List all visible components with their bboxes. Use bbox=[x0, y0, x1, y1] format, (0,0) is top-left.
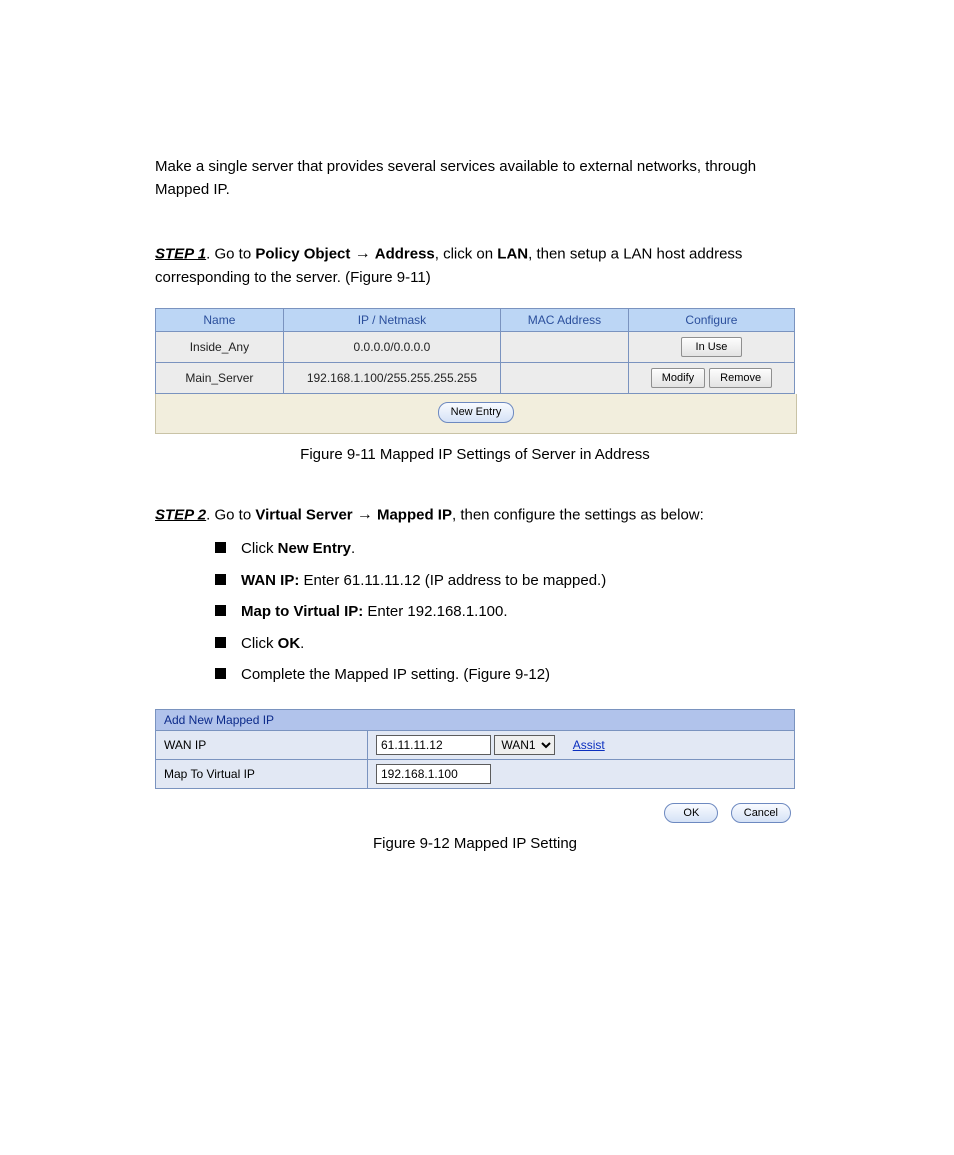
step2-t2: , then configure the settings as below: bbox=[452, 506, 704, 523]
map-ip-input[interactable] bbox=[376, 764, 491, 784]
remove-button[interactable]: Remove bbox=[709, 368, 772, 388]
step2-block: STEP 2. Go to Virtual Server → Mapped IP… bbox=[155, 503, 799, 691]
step1-path2: Address bbox=[375, 245, 435, 262]
new-entry-button[interactable]: New Entry bbox=[438, 402, 515, 423]
in-use-button[interactable]: In Use bbox=[681, 337, 743, 357]
step1-lan: LAN bbox=[497, 245, 528, 262]
form-buttons: OK Cancel bbox=[155, 789, 795, 823]
list-item: Complete the Mapped IP setting. (Figure … bbox=[215, 659, 799, 691]
cell-ip: 192.168.1.100/255.255.255.255 bbox=[283, 362, 500, 393]
step1-path1: Policy Object bbox=[255, 245, 350, 262]
cell-configure: In Use bbox=[628, 331, 794, 362]
step1-block: STEP 1. Go to Policy Object → Address, c… bbox=[155, 242, 799, 290]
cell-configure: ModifyRemove bbox=[628, 362, 794, 393]
cancel-button[interactable]: Cancel bbox=[731, 803, 791, 823]
step2-t1: . Go to bbox=[206, 506, 255, 523]
cell-mac bbox=[501, 362, 629, 393]
step1-label: STEP 1 bbox=[155, 245, 206, 262]
wan-ip-input[interactable] bbox=[376, 735, 491, 755]
wan-ip-label: WAN IP bbox=[156, 730, 368, 759]
col-mac: MAC Address bbox=[501, 308, 629, 331]
col-name: Name bbox=[156, 308, 284, 331]
list-item: Click New Entry. bbox=[215, 533, 799, 565]
map-ip-label: Map To Virtual IP bbox=[156, 759, 368, 788]
figure-9-12: Add New Mapped IP WAN IP WAN1 Assist Map… bbox=[155, 709, 795, 852]
cell-name: Main_Server bbox=[156, 362, 284, 393]
col-ip: IP / Netmask bbox=[283, 308, 500, 331]
map-ip-cell bbox=[368, 759, 795, 788]
step1-t2: , click on bbox=[435, 245, 498, 262]
assist-link[interactable]: Assist bbox=[573, 738, 605, 752]
wan-ip-row: WAN IP WAN1 Assist bbox=[156, 730, 795, 759]
table-row: Main_Server192.168.1.100/255.255.255.255… bbox=[156, 362, 795, 393]
mapped-ip-form: Add New Mapped IP WAN IP WAN1 Assist Map… bbox=[155, 709, 795, 789]
map-ip-row: Map To Virtual IP bbox=[156, 759, 795, 788]
figure-9-12-caption: Figure 9-12 Mapped IP Setting bbox=[155, 835, 795, 852]
lan-address-table: Name IP / Netmask MAC Address Configure … bbox=[155, 308, 795, 394]
modify-button[interactable]: Modify bbox=[651, 368, 705, 388]
table-row: Inside_Any0.0.0.0/0.0.0.0 In Use bbox=[156, 331, 795, 362]
step2-path1: Virtual Server bbox=[255, 506, 352, 523]
arrow-icon: → bbox=[357, 506, 373, 523]
step2-path2: Mapped IP bbox=[377, 506, 452, 523]
col-configure: Configure bbox=[628, 308, 794, 331]
wan-ip-cell: WAN1 Assist bbox=[368, 730, 795, 759]
ok-button[interactable]: OK bbox=[664, 803, 718, 823]
cell-name: Inside_Any bbox=[156, 331, 284, 362]
figure-9-11-caption: Figure 9-11 Mapped IP Settings of Server… bbox=[155, 446, 795, 463]
figure-9-11: Name IP / Netmask MAC Address Configure … bbox=[155, 308, 795, 463]
form-title: Add New Mapped IP bbox=[156, 709, 795, 730]
step2-label: STEP 2 bbox=[155, 506, 206, 523]
list-item: Click OK. bbox=[215, 628, 799, 660]
wan-interface-select[interactable]: WAN1 bbox=[494, 735, 555, 755]
cell-mac bbox=[501, 331, 629, 362]
step1-t1: . Go to bbox=[206, 245, 255, 262]
step2-bullets: Click New Entry.WAN IP: Enter 61.11.11.1… bbox=[215, 533, 799, 691]
intro-text: Make a single server that provides sever… bbox=[155, 155, 799, 202]
table-header-row: Name IP / Netmask MAC Address Configure bbox=[156, 308, 795, 331]
arrow-icon: → bbox=[355, 245, 371, 262]
cell-ip: 0.0.0.0/0.0.0.0 bbox=[283, 331, 500, 362]
list-item: Map to Virtual IP: Enter 192.168.1.100. bbox=[215, 596, 799, 628]
page: Make a single server that provides sever… bbox=[0, 0, 954, 1155]
list-item: WAN IP: Enter 61.11.11.12 (IP address to… bbox=[215, 565, 799, 597]
new-entry-row: New Entry bbox=[155, 394, 797, 434]
form-title-row: Add New Mapped IP bbox=[156, 709, 795, 730]
